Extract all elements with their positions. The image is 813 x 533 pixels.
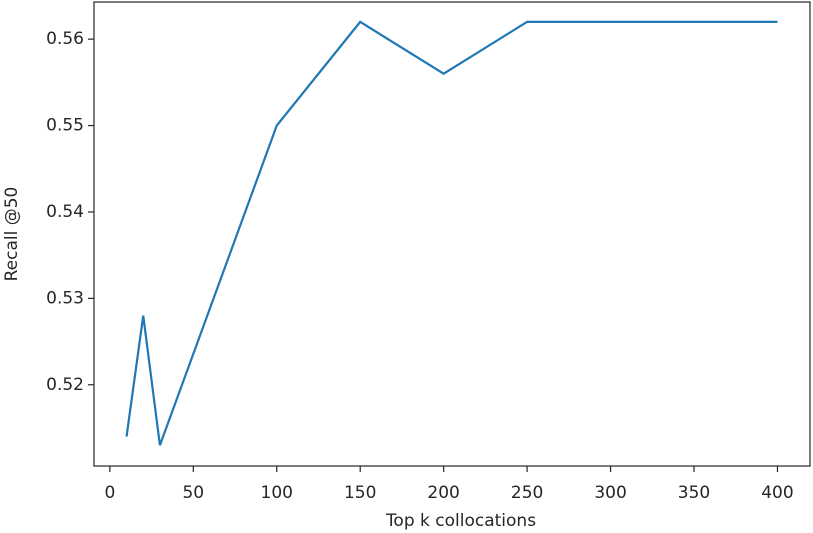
data-line	[125, 20, 778, 446]
x-tick-label: 300	[594, 483, 626, 503]
x-tick-label: 350	[678, 483, 710, 503]
y-tick-label: 0.52	[46, 375, 84, 395]
x-tick-label: 150	[344, 483, 376, 503]
x-tick-label: 100	[261, 483, 293, 503]
x-tick-label: 0	[104, 483, 115, 503]
y-axis-label: Recall @50	[2, 187, 22, 282]
y-tick-label: 0.56	[46, 29, 84, 49]
y-tick-label: 0.55	[46, 116, 84, 136]
x-tick-label: 250	[511, 483, 543, 503]
x-axis-label: Top k collocations	[385, 511, 536, 531]
y-tick-label: 0.53	[46, 288, 84, 308]
plot-frame	[93, 1, 811, 467]
x-tick-label: 50	[182, 483, 204, 503]
y-tick-label: 0.54	[46, 202, 84, 222]
x-tick-label: 400	[761, 483, 793, 503]
x-tick-label: 200	[427, 483, 459, 503]
